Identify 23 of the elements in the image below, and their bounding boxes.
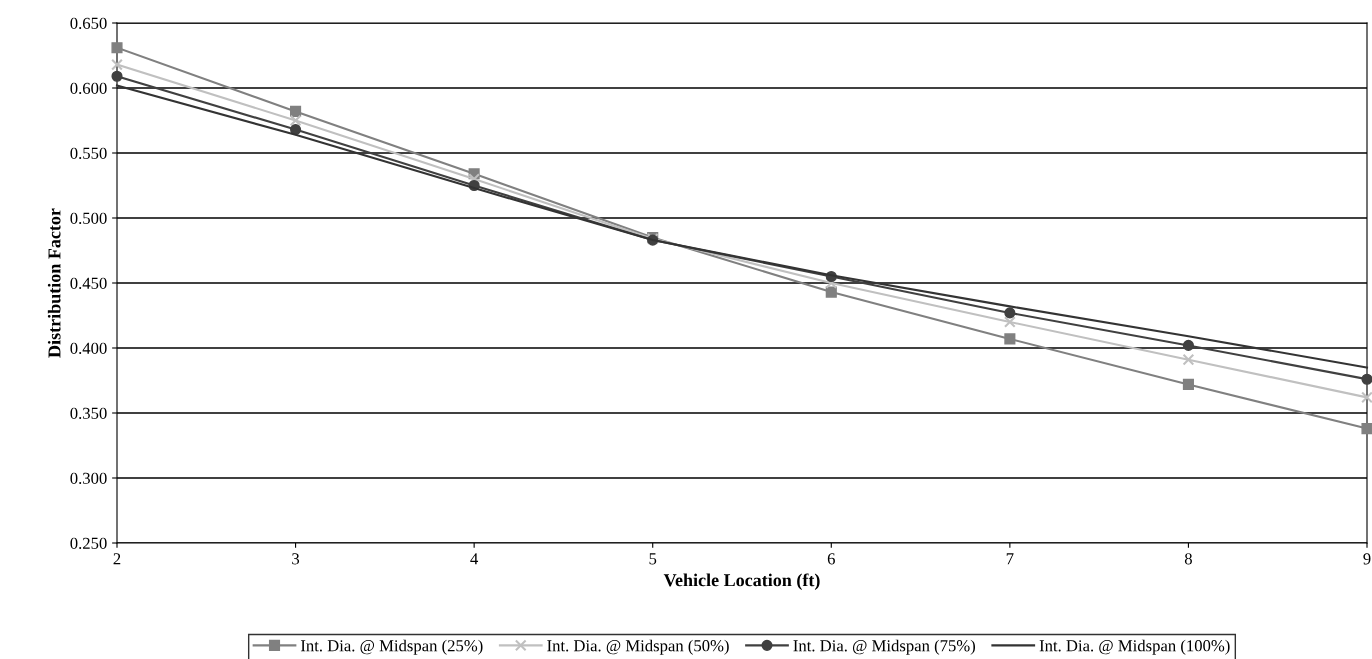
y-tick-label: 0.450 [70, 277, 107, 290]
x-tick-label: 8 [1184, 553, 1192, 565]
legend-label: Int. Dia. @ Midspan (75%) [793, 639, 976, 655]
y-tick-label: 0.500 [70, 212, 107, 225]
x-tick-label: 5 [649, 553, 657, 565]
x-axis-title: Vehicle Location (ft) [663, 573, 820, 590]
y-tick-label: 0.650 [70, 17, 107, 30]
legend-label: Int. Dia. @ Midspan (25%) [300, 639, 483, 655]
y-tick-label: 0.350 [70, 407, 107, 420]
x-tick-label: 3 [292, 553, 300, 565]
y-tick-label: 0.600 [70, 82, 107, 95]
x-tick-label: 4 [470, 553, 479, 565]
x-tick-label: 9 [1363, 553, 1371, 565]
x-tick-label: 7 [1006, 553, 1014, 565]
x-tick-label: 2 [113, 553, 121, 565]
y-tick-label: 0.250 [70, 537, 107, 550]
y-tick-label: 0.400 [70, 342, 107, 355]
legend-label: Int. Dia. @ Midspan (50%) [547, 639, 729, 655]
x-tick-label: 6 [827, 553, 835, 565]
y-tick-label: 0.300 [70, 472, 107, 485]
y-axis-title: Distribution Factor [47, 208, 61, 358]
y-tick-label: 0.550 [70, 147, 107, 160]
legend-label: Int. Dia. @ Midspan (100%) [1039, 639, 1230, 655]
